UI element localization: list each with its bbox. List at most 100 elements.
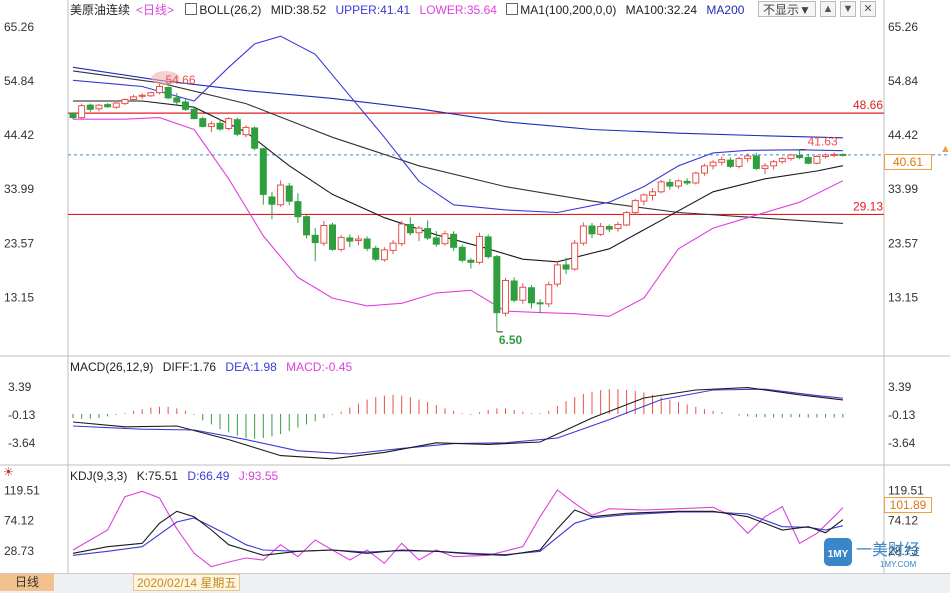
arrow-down-icon[interactable]: ▼: [840, 1, 856, 17]
candle-body: [147, 92, 155, 97]
brand-logo: 1MY 一美财经 1MY.COM: [824, 538, 920, 569]
kdj-d: D:66.49: [187, 469, 230, 483]
candle-body: [579, 225, 587, 244]
period-button[interactable]: 日线: [0, 574, 54, 591]
candle-body: [804, 157, 812, 164]
candle-body: [597, 226, 605, 235]
svg-text:1MY: 1MY: [828, 549, 849, 560]
candle-body: [692, 172, 700, 184]
candle-body: [735, 158, 743, 167]
candle-body: [320, 225, 328, 244]
boll-mid: MID:38.52: [270, 3, 327, 17]
kdj-tick-left: 74.12: [4, 514, 34, 528]
candle-body: [78, 105, 86, 119]
candle-body: [830, 153, 838, 156]
candle-body: [493, 256, 501, 314]
candle-body: [199, 118, 207, 127]
candle-body: [294, 201, 302, 218]
candle-body: [761, 165, 769, 169]
kdj-k-line: [72, 509, 844, 556]
price-tick-right: 54.84: [888, 74, 918, 88]
candle-body: [242, 126, 250, 136]
candle-body: [545, 284, 553, 305]
candle-body: [778, 158, 786, 163]
candle-body: [156, 85, 163, 94]
price-tick-right: 33.99: [888, 182, 918, 196]
candle-body: [752, 155, 760, 169]
candle-body: [346, 237, 354, 242]
candle-body: [259, 148, 267, 195]
candle-body: [476, 235, 484, 263]
hide-indicator-dropdown[interactable]: 不显示▼: [758, 1, 816, 17]
close-icon[interactable]: ✕: [860, 1, 876, 17]
candle-body: [432, 237, 440, 245]
candle-body: [251, 127, 259, 149]
price-tick-right: 65.26: [888, 20, 918, 34]
candle-body: [173, 97, 181, 103]
logo-text: 一美财经: [856, 540, 920, 559]
macd-name: MACD(26,12,9): [70, 360, 154, 374]
kdj-j-line: [72, 489, 844, 568]
candle-body: [484, 236, 492, 258]
candle-body: [104, 104, 112, 108]
boll-lower: LOWER:35.64: [419, 3, 497, 17]
candle-body: [536, 302, 544, 305]
boll-upper: UPPER:41.41: [335, 3, 411, 17]
candle-body: [164, 87, 172, 99]
symbol-name: 美原油连续: [70, 3, 131, 17]
candle-body: [770, 161, 778, 167]
kdj-tick-left: 119.51: [4, 483, 40, 497]
kdj-j: J:93.55: [238, 469, 279, 483]
macd-value: MACD:-0.45: [286, 360, 353, 374]
price-tick-left: 65.26: [4, 20, 34, 34]
candle-body: [614, 223, 622, 230]
candle-body: [311, 234, 319, 244]
current-price-arrow-icon: ▲: [940, 143, 950, 155]
candle-body: [415, 227, 423, 234]
candle-body: [121, 98, 129, 105]
low-annotation: 6.50: [499, 333, 523, 347]
candle-body: [657, 181, 665, 193]
candle-body: [233, 119, 241, 135]
candle-body: [329, 224, 336, 250]
ma-toggle-icon[interactable]: [506, 3, 519, 15]
ma200-line: [72, 66, 843, 139]
candle-body: [225, 118, 233, 129]
macd-tick-right: -0.13: [888, 408, 916, 422]
candle-body: [726, 159, 734, 167]
candle-body: [562, 264, 570, 270]
ma-name: MA1(100,200,0,0): [520, 3, 617, 17]
candle-body: [458, 246, 466, 261]
diff-line: [72, 387, 843, 460]
logo-sub: 1MY.COM: [880, 560, 917, 569]
high-marker-bubble: [151, 71, 180, 86]
candle-body: [683, 180, 691, 184]
candle-body: [372, 247, 380, 260]
candle-body: [718, 159, 726, 163]
price-tick-left: 13.15: [4, 290, 34, 304]
settings-gear-icon[interactable]: ☀: [3, 465, 14, 479]
high-annotation: 54.66: [166, 73, 196, 87]
candle-body: [303, 216, 311, 236]
candle-body: [640, 194, 648, 202]
candle-body: [86, 104, 94, 110]
candle-body: [675, 180, 682, 187]
macd-tick-left: 3.39: [8, 380, 32, 394]
boll-toggle-icon[interactable]: [185, 3, 198, 15]
candle-body: [207, 123, 215, 127]
high2-annotation: 41.63: [808, 135, 838, 149]
arrow-up-icon[interactable]: ▲: [820, 1, 836, 17]
boll-name: BOLL(26,2): [199, 3, 262, 17]
candle-body: [623, 212, 631, 226]
candle-body: [796, 154, 804, 159]
candle-body: [700, 165, 708, 174]
candle-body: [744, 155, 752, 160]
candle-body: [666, 181, 674, 187]
candle-body: [216, 122, 224, 130]
dea-line: [72, 388, 843, 455]
candle-body: [813, 156, 821, 164]
candle-body: [467, 259, 475, 263]
macd-legend: MACD(26,12,9) DIFF:1.76 DEA:1.98 MACD:-0…: [70, 360, 358, 374]
macd-dea: DEA:1.98: [225, 360, 277, 374]
